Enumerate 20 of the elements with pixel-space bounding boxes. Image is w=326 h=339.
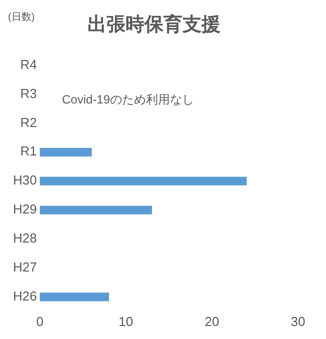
y-tick-label: R2 bbox=[20, 114, 37, 130]
y-tick-label: R4 bbox=[20, 56, 37, 72]
bar bbox=[40, 292, 110, 302]
x-tick-label: 10 bbox=[118, 314, 134, 329]
y-tick-label: H26 bbox=[12, 288, 37, 304]
y-tick-label: H30 bbox=[12, 172, 37, 188]
y-tick-label: R3 bbox=[20, 86, 37, 101]
bar bbox=[40, 176, 247, 186]
y-tick-label: H27 bbox=[12, 260, 37, 275]
y-tick-label: R1 bbox=[20, 144, 37, 159]
bar bbox=[40, 206, 152, 214]
y-tick-label: H29 bbox=[12, 202, 37, 217]
x-tick-label: 30 bbox=[290, 314, 306, 329]
x-tick-label: 0 bbox=[36, 314, 44, 329]
x-axis-title: (日数) bbox=[8, 12, 35, 23]
chart-title: 出張時保育支援 bbox=[88, 14, 220, 36]
annotation: Covid-19のため利用なし bbox=[62, 92, 194, 106]
y-tick-label: H28 bbox=[12, 230, 37, 246]
x-tick-label: 20 bbox=[204, 314, 220, 329]
bar bbox=[40, 148, 92, 156]
